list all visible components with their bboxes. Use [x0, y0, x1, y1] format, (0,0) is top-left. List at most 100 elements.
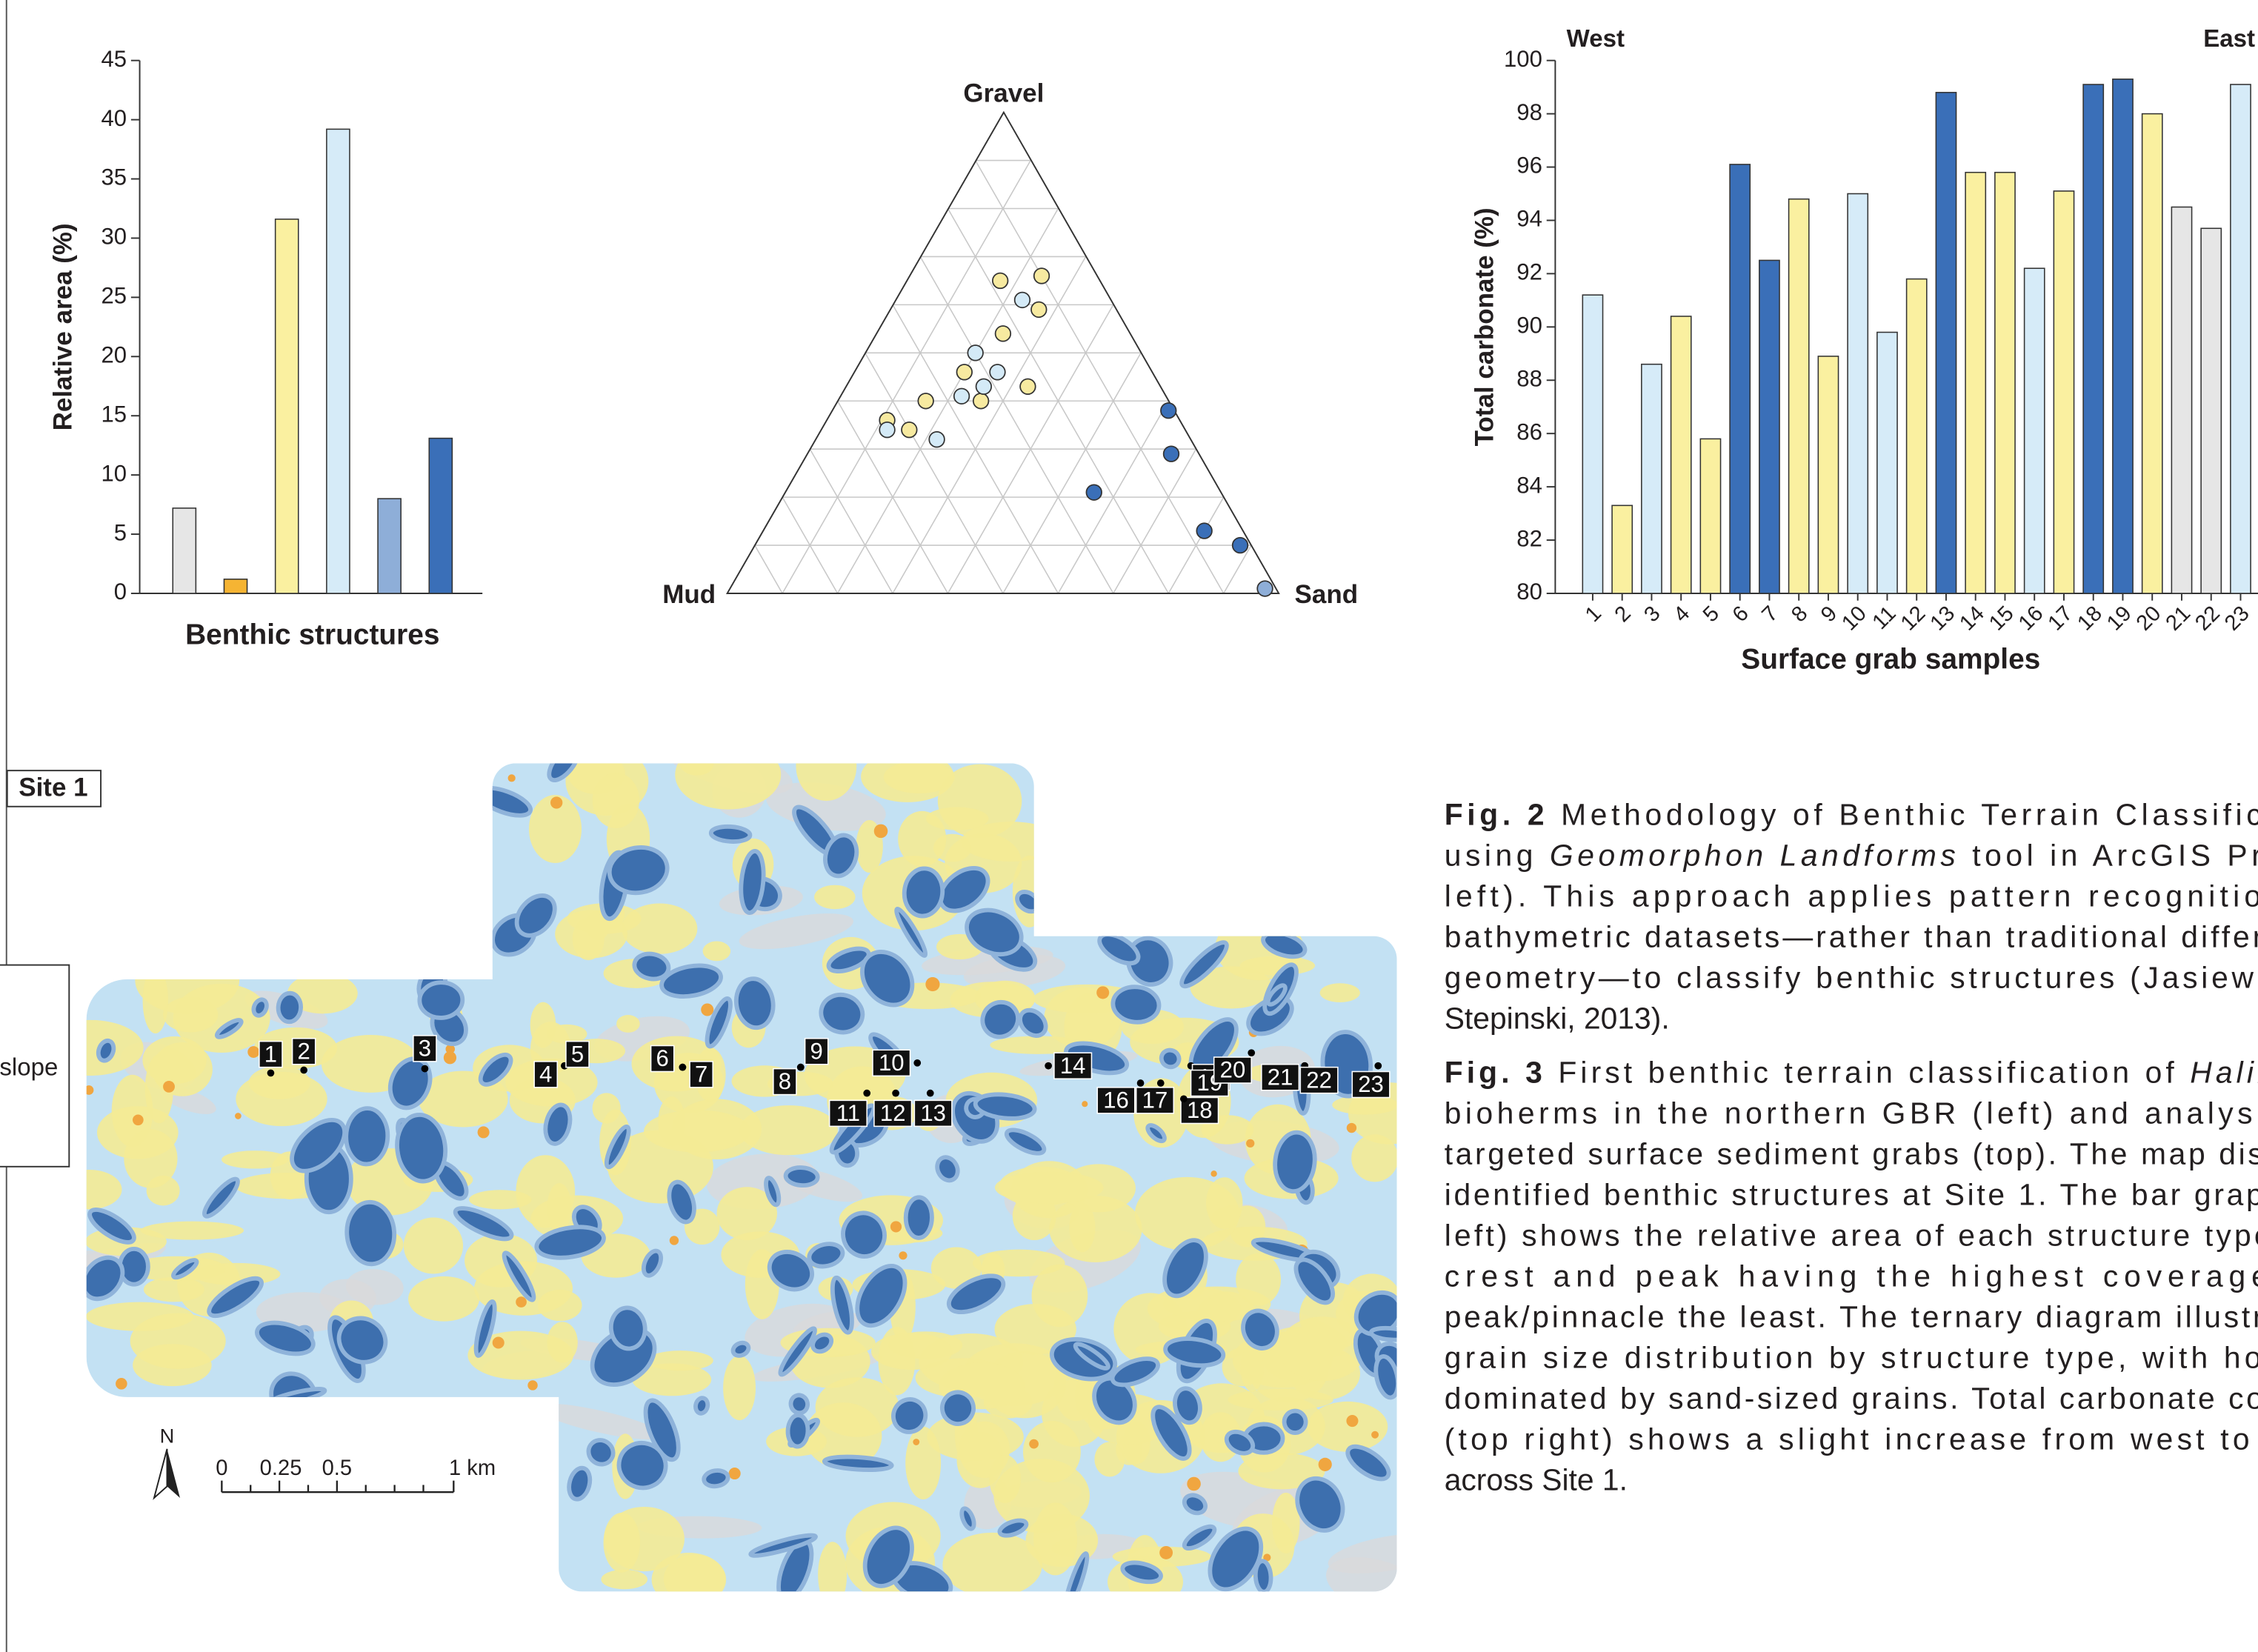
caption-run: Fig. 2: [1445, 797, 1545, 831]
map-texture: [130, 1313, 226, 1369]
sample-label: 5: [571, 1041, 584, 1067]
ternary-point: [1020, 379, 1036, 394]
map-texture: [703, 942, 731, 962]
sample-dot: [927, 1090, 934, 1097]
sample-label: 11: [836, 1100, 860, 1126]
bar: [2201, 228, 2221, 593]
caption-run: bioherms in the northern GBR (left) and …: [1445, 1096, 2258, 1130]
y-tick-label: 45: [101, 46, 127, 72]
map-texture: [1320, 983, 1360, 1002]
map-texture: [890, 1221, 902, 1232]
annotation: West: [1567, 25, 1625, 53]
map-texture: [675, 740, 781, 810]
caption-line: crest and peak having the highest covera…: [1445, 1259, 2258, 1293]
bar: [1759, 260, 1779, 593]
bar: [429, 439, 452, 593]
caption-run: geometry—to classify benthic structures …: [1445, 960, 2258, 994]
y-tick-label: 40: [101, 105, 127, 131]
sample-dot: [797, 1064, 805, 1071]
y-tick-label: 96: [1516, 153, 1542, 179]
map-texture: [550, 796, 562, 808]
map-texture: [143, 967, 168, 1033]
map-texture: [818, 1542, 847, 1608]
sample-label: 1: [264, 1041, 277, 1067]
y-tick-label: 94: [1516, 206, 1542, 232]
map-texture: [785, 1167, 819, 1187]
sample-label: 7: [695, 1062, 707, 1088]
map-texture: [1206, 1177, 1242, 1229]
ternary-point: [968, 345, 983, 361]
map-texture: [905, 1197, 932, 1238]
ternary-point: [929, 432, 945, 447]
map-surface: [0, 720, 1450, 1627]
map-texture: [1210, 1170, 1216, 1176]
ternary-grid: [976, 161, 1224, 593]
map-texture: [871, 1333, 953, 1370]
bar: [224, 579, 247, 593]
bar: [2171, 207, 2191, 593]
bar: [1936, 93, 1956, 593]
sample-label: 10: [879, 1050, 905, 1076]
map-texture: [1371, 1431, 1379, 1439]
map-texture: [538, 1290, 582, 1321]
map-texture: [1032, 1265, 1088, 1328]
map-texture: [1371, 1327, 1409, 1341]
sample-dot: [267, 1070, 275, 1077]
caption-run: peak/pinnacle the least. The ternary dia…: [1445, 1299, 2258, 1333]
x-tick-label: 7: [1758, 602, 1783, 627]
sample-label: 4: [539, 1062, 552, 1088]
map-texture: [1094, 1442, 1125, 1476]
sample-label: 2: [298, 1038, 310, 1064]
sample-label: 17: [1142, 1088, 1168, 1113]
caption-line: Fig. 3 First benthic terrain classificat…: [1445, 1055, 2258, 1089]
bar: [327, 129, 350, 593]
caption-line: bioherms in the northern GBR (left) and …: [1445, 1096, 2258, 1130]
scale-label: 0: [216, 1456, 227, 1480]
sample-label: 14: [1060, 1053, 1086, 1079]
ternary-grid: [1113, 449, 1196, 593]
caption-line: grain size distribution by structure typ…: [1445, 1340, 2258, 1374]
map-texture: [796, 731, 856, 801]
caption-line: left). This approach applies pattern rec…: [1445, 879, 2258, 913]
map-texture: [1096, 986, 1109, 999]
map-texture: [1241, 1345, 1264, 1392]
x-tick-label: 6: [1728, 602, 1754, 627]
ternary-point: [993, 273, 1008, 289]
map-texture: [1187, 1477, 1201, 1491]
map-texture: [913, 1439, 919, 1445]
bar: [1848, 193, 1868, 593]
ternary-point: [1233, 538, 1248, 553]
sample-label: 21: [1268, 1064, 1293, 1090]
caption-run: crest and peak having the highest covera…: [1445, 1259, 2258, 1293]
map-texture: [899, 1251, 907, 1259]
sample-dot: [1180, 1096, 1188, 1103]
caption-run: bathymetric datasets—rather than traditi…: [1445, 919, 2258, 953]
map-texture: [787, 1415, 809, 1447]
map-texture: [408, 1276, 479, 1322]
map-texture: [508, 774, 516, 782]
map-texture: [701, 1003, 713, 1016]
x-tick-label: 23: [2220, 602, 2254, 636]
sample-dot: [679, 1064, 687, 1071]
map-texture: [989, 1455, 1021, 1503]
bar: [1582, 295, 1602, 593]
caption-line: using Geomorphon Landforms tool in ArcGI…: [1445, 838, 2258, 872]
map-texture: [120, 1249, 149, 1285]
x-axis-title: Surface grab samples: [1741, 644, 2040, 676]
map-texture: [601, 1570, 647, 1590]
map-texture: [516, 1296, 527, 1308]
scale-label: 0.5: [322, 1456, 353, 1480]
y-tick-label: 15: [101, 401, 127, 427]
caption-run: left). This approach applies pattern rec…: [1445, 879, 2258, 913]
scale-bar: [222, 1481, 453, 1493]
sample-label: 23: [1358, 1071, 1384, 1097]
map-texture: [874, 825, 888, 839]
bar: [2054, 191, 2074, 593]
map-texture: [1111, 985, 1160, 1024]
page: 1234567891011121314151617181920212223 Si…: [0, 0, 2258, 1652]
map-texture: [419, 982, 463, 1019]
sample-dot: [863, 1090, 870, 1097]
sample-label: 3: [419, 1036, 431, 1062]
side-label: slope: [0, 1053, 58, 1081]
x-axis-title: Benthic structures: [185, 619, 439, 651]
